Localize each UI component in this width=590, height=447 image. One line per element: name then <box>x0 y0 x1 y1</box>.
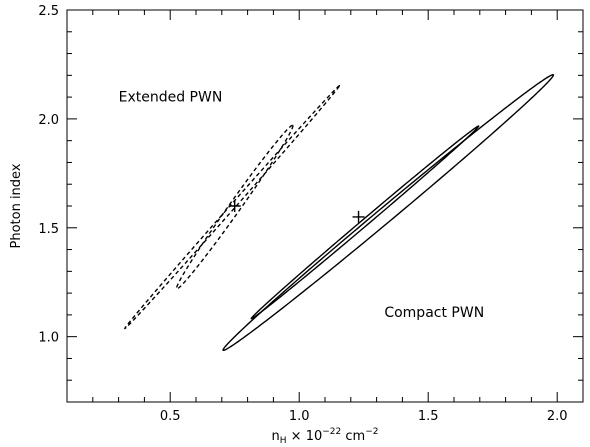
y-axis-label: Photon index <box>9 163 24 248</box>
plot-frame <box>66 9 584 403</box>
annotations: Extended PWN Compact PWN <box>119 89 485 321</box>
compact-pwn-label: Compact PWN <box>384 305 484 321</box>
x-axis-label-base: n <box>272 429 280 444</box>
tick-labels: 0.5 1.0 1.5 2.0 1.0 1.5 2.0 2.5 <box>38 4 567 424</box>
compact-pwn-best-fit-marker <box>352 210 365 223</box>
x-axis-label-mid: × 10 <box>287 429 323 444</box>
compact-pwn-contour-2 <box>222 74 555 352</box>
y-tick-label: 1.0 <box>38 331 59 346</box>
axis-ticks <box>66 9 584 403</box>
x-axis-label-unit-exp: −2 <box>365 427 378 437</box>
compact-pwn-contour-1 <box>250 125 480 320</box>
x-tick-label: 1.0 <box>289 409 310 424</box>
x-axis-label: nH × 10−22 cm−2 <box>272 427 379 446</box>
extended-pwn-label: Extended PWN <box>119 89 223 105</box>
extended-pwn-contour-2 <box>124 84 341 330</box>
contour-lines <box>124 74 555 352</box>
extended-pwn-best-fit-marker <box>228 200 241 212</box>
y-tick-label: 1.5 <box>38 222 59 237</box>
x-tick-label: 1.5 <box>418 409 439 424</box>
x-tick-label: 0.5 <box>160 409 181 424</box>
x-tick-label: 2.0 <box>547 409 568 424</box>
x-axis-label-exp: −22 <box>322 427 341 437</box>
y-tick-label: 2.5 <box>38 4 59 19</box>
extended-pwn-contour-1 <box>175 124 294 290</box>
x-axis-label-unit: cm <box>341 429 365 444</box>
x-axis-label-sub: H <box>280 436 287 446</box>
y-tick-label: 2.0 <box>38 113 59 128</box>
best-fit-markers <box>228 200 365 223</box>
